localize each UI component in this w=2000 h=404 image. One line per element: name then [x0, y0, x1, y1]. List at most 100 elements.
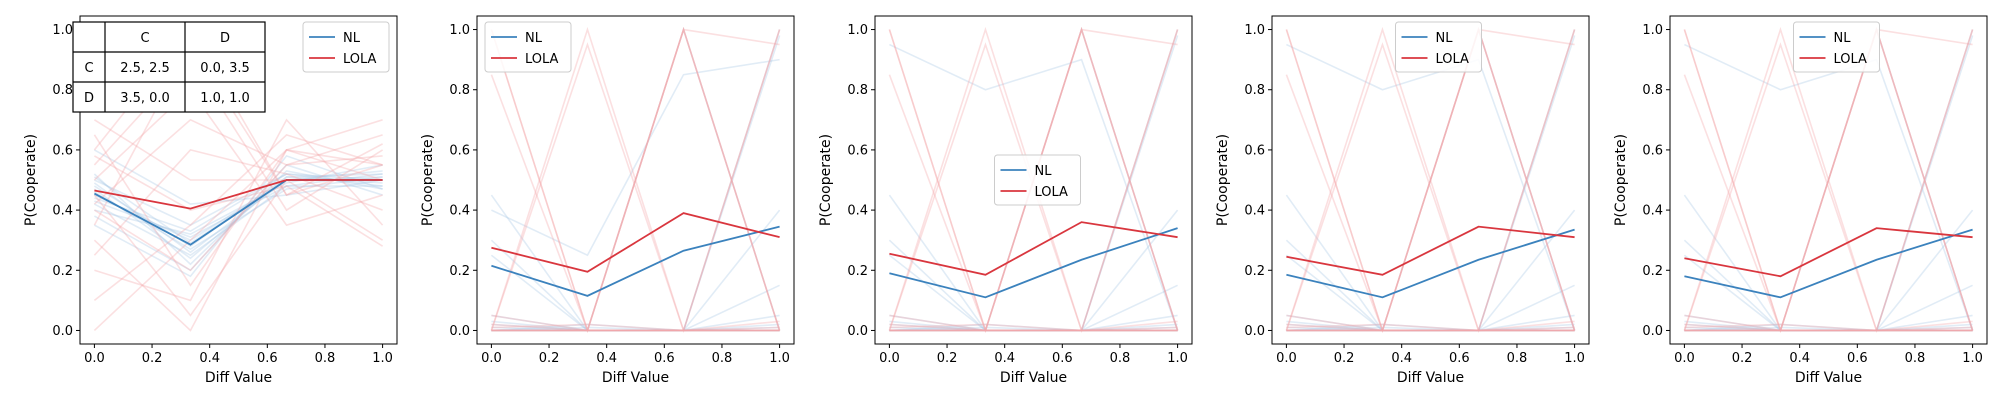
lola-run-line: [888, 29, 1178, 332]
lola-run-line: [1684, 320, 1973, 332]
legend-label-nl: NL: [1436, 31, 1454, 46]
lola-run-line: [889, 320, 1178, 332]
legend-label-nl: NL: [1035, 164, 1053, 179]
nl-run-line: [1286, 326, 1575, 332]
y-tick-label: 0.4: [1642, 204, 1663, 219]
nl-run-line: [889, 35, 1179, 332]
legend-label-lola: LOLA: [525, 52, 559, 67]
table-col-header: C: [140, 31, 149, 46]
nl-run-line: [491, 320, 780, 332]
lola-run-line: [94, 155, 384, 247]
nl-run-line: [94, 164, 383, 236]
lola-run-line: [1684, 323, 1973, 332]
legend-label-lola: LOLA: [343, 52, 377, 67]
nl-run-line: [491, 314, 780, 332]
chart-panel-5: 0.0 0.2 0.4 0.6 0.8 1.0 0.0 0.2 0.4 0.6 0.8 1.0 Diff…: [1613, 15, 1988, 386]
lola-run-line: [490, 26, 781, 334]
y-tick-label: 0.0: [1244, 324, 1265, 339]
nl-run-line: [1286, 43, 1576, 331]
legend-box: [302, 21, 390, 73]
nl-run-line: [1286, 29, 1576, 332]
nl-run-line: [1684, 26, 1974, 332]
legend-label-lola: LOLA: [1436, 52, 1470, 67]
nl-run-line: [1684, 314, 1973, 332]
lola-run-line: [1286, 26, 1576, 332]
y-tick-label: 0.4: [847, 204, 868, 219]
table-cell: 0.0, 3.5: [200, 61, 250, 76]
y-tick-label: 0.8: [847, 83, 868, 98]
lola-run-line: [491, 320, 780, 332]
lola-run-line: [889, 323, 1178, 332]
lola-run-line: [93, 119, 383, 287]
x-tick-label: 0.4: [1391, 351, 1412, 366]
x-tick-label: 1.0: [1962, 351, 1983, 366]
y-tick-label: 1.0: [847, 23, 868, 38]
series-line-nl: [889, 227, 1178, 299]
nl-run-line: [490, 194, 780, 332]
series-line-nl: [1286, 228, 1575, 299]
y-axis-label: P(Cooperate): [420, 134, 436, 226]
nl-run-line: [490, 239, 780, 332]
x-tick-label: 0.2: [937, 351, 958, 366]
lola-run-line: [1286, 28, 1575, 332]
nl-run-line: [1684, 323, 1973, 332]
series-line-nl: [491, 225, 780, 297]
lola-run-line: [93, 133, 383, 301]
x-axis-label: Diff Value: [602, 370, 669, 386]
y-tick-label: 0.6: [847, 143, 868, 158]
table-row-header: D: [84, 91, 94, 106]
x-tick-label: 1.0: [769, 351, 790, 366]
lola-run-line: [490, 26, 781, 334]
legend-label-lola: LOLA: [1834, 52, 1868, 67]
x-tick-label: 0.8: [1110, 351, 1131, 366]
chart-panel-3: 0.0 0.2 0.4 0.6 0.8 1.0 0.0 0.2 0.4 0.6 0.8 1.0 Diff…: [818, 15, 1193, 386]
x-tick-label: 0.4: [994, 351, 1015, 366]
nl-run-line: [491, 26, 781, 332]
legend-label-nl: NL: [525, 31, 543, 46]
x-tick-label: 0.4: [199, 351, 220, 366]
lola-run-line: [93, 43, 383, 226]
chart-panel-2: 0.0 0.2 0.4 0.6 0.8 1.0 0.0 0.2 0.4 0.6 0.8 1.0 Diff…: [420, 15, 795, 386]
x-tick-label: 0.2: [1334, 351, 1355, 366]
lola-run-line: [889, 314, 1178, 332]
x-tick-label: 0.2: [539, 351, 560, 366]
y-tick-label: 1.0: [449, 23, 470, 38]
y-tick-label: 0.8: [449, 83, 470, 98]
nl-run-line: [1286, 26, 1576, 332]
nl-run-line: [1286, 323, 1575, 332]
x-tick-label: 0.0: [1674, 351, 1695, 366]
legend-label-lola: LOLA: [1035, 185, 1069, 200]
nl-run-line: [491, 326, 780, 332]
lola-run-line: [491, 314, 780, 332]
nl-run-line: [94, 173, 383, 233]
lola-run-line: [1285, 26, 1576, 333]
lola-run-line: [1684, 29, 1974, 332]
nl-run-line: [1684, 320, 1973, 332]
nl-run-line: [491, 58, 780, 257]
series-line-lola: [889, 221, 1178, 276]
background-runs: [490, 26, 781, 334]
x-axis-label: Diff Value: [1795, 370, 1862, 386]
x-axis-label: Diff Value: [205, 370, 272, 386]
x-axis-label: Diff Value: [1000, 370, 1067, 386]
chart-panel-1: 0.0 0.2 0.4 0.6 0.8 1.0 0.0 0.2 0.4 0.6 0.8 1.0 Diff…: [23, 15, 398, 386]
nl-run-line: [1285, 209, 1576, 332]
nl-run-line: [1684, 43, 1974, 331]
nl-run-line: [491, 35, 781, 332]
legend-label-nl: NL: [343, 31, 361, 46]
y-tick-label: 0.6: [449, 143, 470, 158]
y-tick-label: 0.2: [52, 264, 73, 279]
lola-run-line: [1285, 26, 1576, 334]
nl-run-line: [93, 170, 383, 254]
legend-label-nl: NL: [1834, 31, 1852, 46]
x-tick-label: 0.8: [315, 351, 336, 366]
y-tick-label: 0.6: [1244, 143, 1265, 158]
legend: NL LOLA: [302, 21, 390, 73]
x-tick-label: 0.8: [712, 351, 733, 366]
x-tick-label: 0.4: [596, 351, 617, 366]
nl-run-line: [1684, 323, 1973, 332]
nl-run-line: [888, 209, 1179, 332]
series-line-nl: [1684, 228, 1973, 299]
y-tick-label: 0.8: [52, 83, 73, 98]
lola-run-line: [889, 29, 1179, 332]
